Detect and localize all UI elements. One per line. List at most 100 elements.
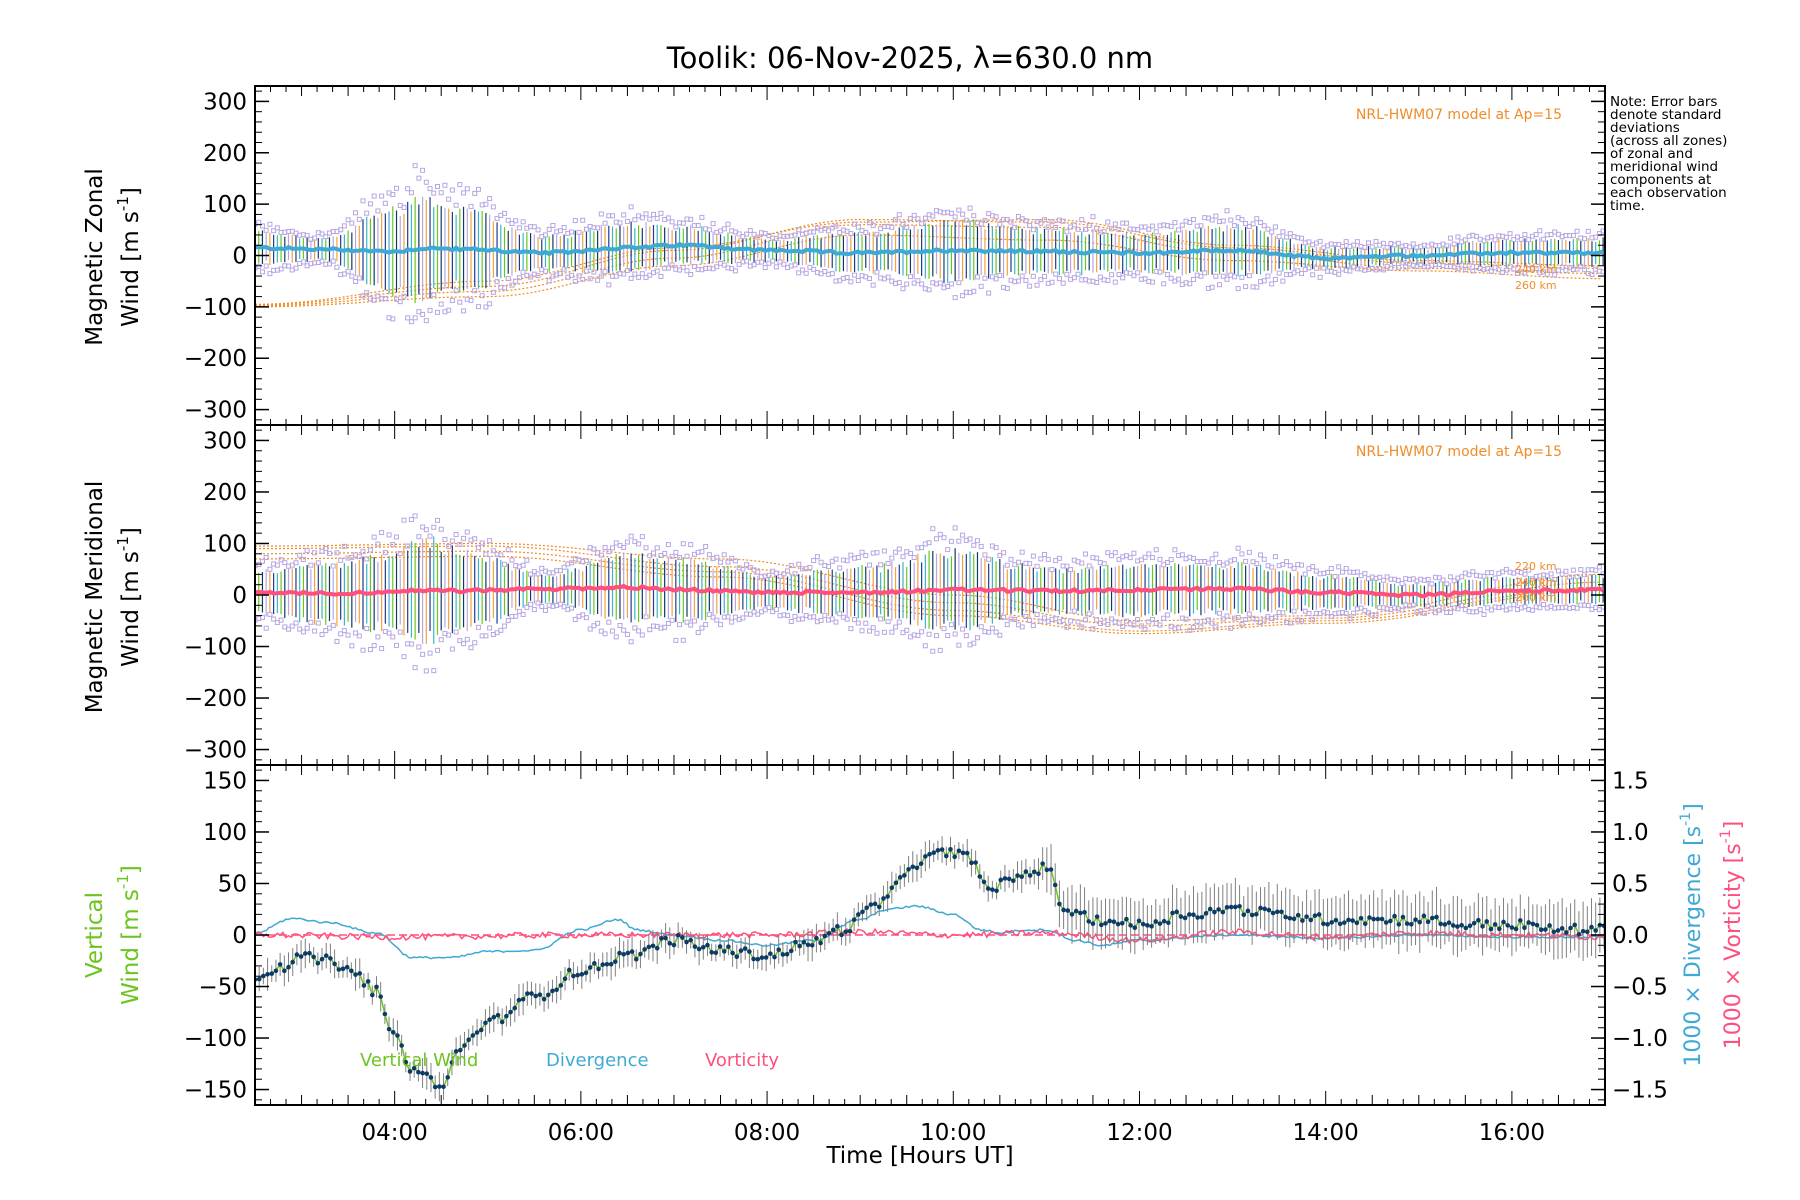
zone-sample: [1440, 577, 1446, 583]
zone-sample: [1298, 270, 1304, 276]
zone-sample: [859, 628, 865, 634]
zone-sample: [1213, 213, 1219, 219]
vertical-wind-point: [328, 956, 333, 961]
zone-sample: [1038, 220, 1044, 226]
zone-sample: [1600, 269, 1605, 275]
meridional-mean-line: [255, 583, 1604, 599]
zone-sample: [706, 552, 712, 558]
zone-sample: [416, 175, 422, 181]
zone-sample: [650, 550, 656, 556]
zone-sample: [863, 620, 869, 626]
vertical-wind-point: [990, 887, 995, 892]
zone-sample: [885, 560, 891, 566]
vertical-wind-point: [1027, 873, 1033, 878]
vertical-wind-point: [1052, 882, 1058, 888]
zone-sample: [1060, 280, 1066, 286]
zone-sample: [312, 628, 318, 634]
zone-sample: [259, 223, 265, 229]
zone-sample: [904, 224, 910, 230]
vertical-wind-point: [1128, 923, 1133, 928]
zone-sample: [792, 613, 798, 619]
zone-sample: [1410, 241, 1416, 247]
vertical-wind-point: [1362, 921, 1368, 927]
zone-sample: [688, 542, 694, 548]
zone-sample: [1403, 264, 1409, 270]
zone-sample: [520, 219, 526, 225]
vertical-wind-point: [592, 961, 597, 966]
zone-sample: [956, 538, 962, 544]
y2-tick-label: −0.5: [1612, 975, 1668, 1001]
zone-sample: [1027, 617, 1033, 623]
zone-sample: [1228, 217, 1234, 223]
zone-sample: [1500, 569, 1506, 575]
zone-sample: [408, 517, 414, 523]
zone-sample: [1466, 262, 1472, 268]
vertical-wind-point: [872, 901, 878, 907]
vertical-wind-point: [1497, 926, 1502, 932]
vertical-wind-point: [935, 848, 941, 853]
zone-sample: [472, 640, 478, 646]
zone-sample: [1038, 556, 1044, 562]
zone-sample: [1150, 555, 1156, 561]
vertical-wind-point: [1513, 926, 1519, 932]
zone-sample: [1596, 564, 1602, 570]
zone-sample: [643, 211, 649, 217]
y-tick-label: −200: [184, 346, 247, 372]
zone-sample: [1235, 614, 1241, 620]
x-tick-label: 04:00: [362, 1120, 428, 1146]
zone-sample: [412, 513, 418, 519]
zone-sample: [1261, 617, 1267, 623]
zone-sample: [1500, 604, 1506, 610]
zone-sample: [453, 288, 459, 294]
zone-sample: [718, 622, 724, 628]
vertical-wind-point: [478, 1027, 484, 1033]
zone-sample: [542, 232, 548, 238]
y-tick-label: 0: [232, 583, 247, 609]
zone-sample: [781, 571, 787, 577]
vertical-wind-point: [784, 951, 790, 957]
meridional-ylabel-line2: Wind [m s-1]: [114, 527, 144, 667]
vertical-wind-point: [1438, 921, 1443, 927]
zone-sample: [1339, 569, 1345, 575]
vertical-wind-point: [386, 1026, 392, 1032]
zone-sample: [1153, 229, 1159, 235]
vertical-wind-point: [755, 956, 761, 962]
zone-sample: [1526, 567, 1532, 573]
vertical-wind-point: [432, 1084, 438, 1090]
zone-sample: [1593, 234, 1599, 240]
zone-sample: [1459, 603, 1465, 609]
vertical-wind-point: [613, 959, 618, 964]
vertical-wind-point: [860, 909, 865, 915]
vertical-wind-point: [780, 952, 786, 957]
vertical-wind-point: [1094, 914, 1100, 919]
meridional-model-curve-label-260: 260 km: [1515, 591, 1557, 604]
zone-sample: [669, 617, 675, 623]
zone-sample: [1198, 624, 1204, 630]
vertical-wind-point: [625, 950, 631, 956]
vertical-wind-point: [399, 1043, 404, 1048]
vertical-wind-point: [420, 1070, 425, 1076]
zone-sample: [505, 217, 511, 223]
y2-tick-label: 0.5: [1612, 871, 1649, 897]
vertical-wind-point: [1396, 922, 1402, 927]
zone-sample: [397, 629, 403, 635]
zone-sample: [1075, 271, 1081, 277]
zone-sample: [1507, 606, 1513, 612]
zone-sample: [286, 263, 292, 269]
y2-tick-label: −1.0: [1612, 1026, 1668, 1052]
zone-sample: [1444, 581, 1450, 587]
y-tick-label: −200: [184, 686, 247, 712]
zone-sample: [1447, 235, 1453, 241]
zone-sample: [900, 554, 906, 560]
model-curve: [255, 555, 1601, 635]
zone-sample: [799, 267, 805, 273]
vertical-wind-point: [621, 952, 626, 957]
zone-sample: [1112, 550, 1118, 556]
zone-sample: [394, 185, 400, 191]
zone-sample: [758, 259, 764, 265]
zone-sample: [1224, 276, 1230, 282]
meridional-model-curve-label-220: 220 km: [1515, 560, 1557, 573]
zone-sample: [628, 204, 634, 210]
zonal-wind-panel: −300 −200 −100 0 100 200 300: [184, 85, 1606, 426]
zone-sample: [572, 218, 578, 224]
